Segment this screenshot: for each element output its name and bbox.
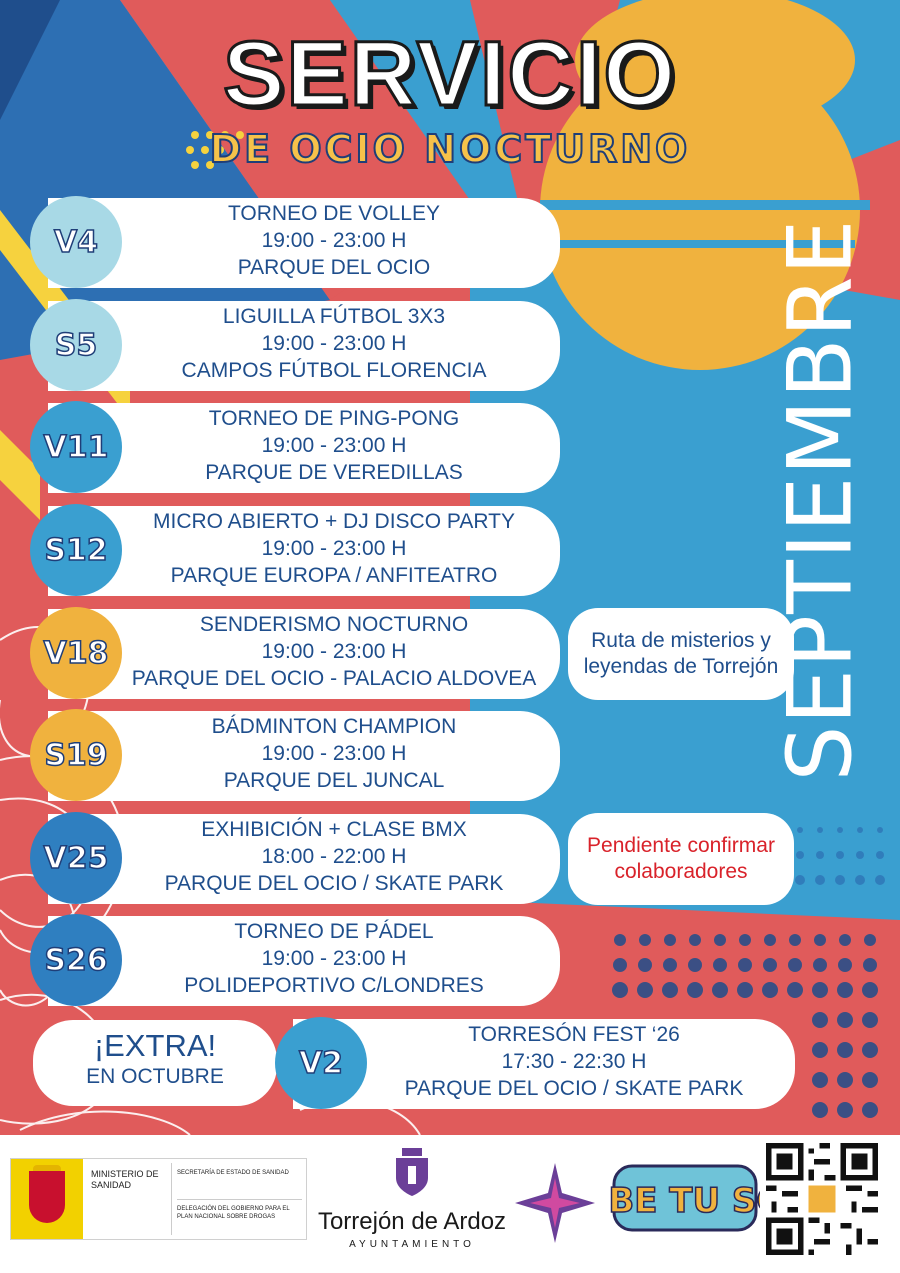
event-day-circle: S26 <box>30 914 122 1006</box>
event-details: TORRESÓN FEST ‘26 17:30 - 22:30 H PARQUE… <box>367 1021 781 1102</box>
event-row: V18 SENDERISMO NOCTURNO 19:00 - 23:00 H PAR… <box>30 607 560 701</box>
event-row: V25 EXHIBICIÓN + CLASE BMX 18:00 - 22:00 H… <box>30 812 560 906</box>
event-place: PARQUE DEL OCIO / SKATE PARK <box>404 1077 744 1100</box>
event-place: PARQUE DEL OCIO - PALACIO ALDOVEA <box>131 667 537 690</box>
event-day-circle: S5 <box>30 299 122 391</box>
graffiti-text: SUBE TU SON <box>610 1181 760 1221</box>
event-day-circle: S19 <box>30 709 122 801</box>
event-time: 18:00 - 22:00 H <box>261 845 407 868</box>
torrejon-logo: Torrejón de Ardoz AYUNTAMIENTO <box>312 1142 512 1257</box>
event-details: SENDERISMO NOCTURNO 19:00 - 23:00 H PARQUE… <box>122 611 546 692</box>
poster-title: SERVICIO <box>222 23 677 125</box>
event-place: PARQUE DEL JUNCAL <box>223 769 445 792</box>
note-text: Pendiente confirmar colaboradores <box>587 834 775 883</box>
event-title: MICRO ABIERTO + DJ DISCO PARTY <box>153 510 515 533</box>
note-pendiente: Pendiente confirmar colaboradores <box>568 813 794 905</box>
event-row: S12 MICRO ABIERTO + DJ DISCO PARTY 19:00 -… <box>30 504 560 598</box>
event-day-circle: V25 <box>30 812 122 904</box>
poster: SERVICIO DE OCIO NOCTURNO SEPTIEMBRE V4 T… <box>0 0 900 1135</box>
city-sub: AYUNTAMIENTO <box>349 1239 475 1250</box>
spain-coat-of-arms-icon <box>11 1159 83 1239</box>
extra-sublabel: EN OCTUBRE <box>86 1065 224 1088</box>
event-title: TORRESÓN FEST ‘26 <box>468 1023 680 1046</box>
event-time: 19:00 - 23:00 H <box>261 742 407 765</box>
event-place: POLIDEPORTIVO C/LONDRES <box>184 974 484 997</box>
extra-event: V2 TORRESÓN FEST ‘26 17:30 - 22:30 H PAR… <box>275 1017 795 1111</box>
event-title: SENDERISMO NOCTURNO <box>199 613 469 636</box>
event-title: LIGUILLA FÚTBOL 3X3 <box>222 305 446 328</box>
event-row: V4 TORNEO DE VOLLEY 19:00 - 23:00 H PARQUE … <box>30 196 560 290</box>
event-details: BÁDMINTON CHAMPION 19:00 - 23:00 H PARQUE … <box>122 713 546 794</box>
event-time: 19:00 - 23:00 H <box>261 229 407 252</box>
ministry-logo: MINISTERIO DE SANIDAD SECRETARÍA DE ESTA… <box>10 1158 307 1240</box>
ministry-delegacion: DELEGACIÓN DEL GOBIERNO PARA EL PLAN NAC… <box>177 1206 290 1220</box>
extra-label: ¡EXTRA! <box>93 1028 217 1063</box>
event-time: 19:00 - 23:00 H <box>261 537 407 560</box>
event-day-circle: V2 <box>275 1017 367 1109</box>
event-title: TORNEO DE PÁDEL <box>234 920 434 943</box>
event-details: MICRO ABIERTO + DJ DISCO PARTY 19:00 - 23… <box>122 508 546 589</box>
graffiti-logo-icon: SUBE TU SON <box>610 1164 760 1232</box>
event-title: BÁDMINTON CHAMPION <box>211 715 457 738</box>
event-details: LIGUILLA FÚTBOL 3X3 19:00 - 23:00 H CAMPOS… <box>122 303 546 384</box>
ministry-name: MINISTERIO DE SANIDAD <box>91 1169 159 1190</box>
event-time: 19:00 - 23:00 H <box>261 947 407 970</box>
event-place: CAMPOS FÚTBOL FLORENCIA <box>181 359 487 382</box>
note-ruta: Ruta de misterios y leyendas de Torrejón <box>568 608 794 700</box>
event-details: TORNEO DE PÁDEL 19:00 - 23:00 H POLIDEPORT… <box>122 918 546 999</box>
event-row: S5 LIGUILLA FÚTBOL 3X3 19:00 - 23:00 H CAMP… <box>30 299 560 393</box>
torrejon-shield-icon <box>396 1148 428 1196</box>
event-pill <box>48 609 560 699</box>
event-time: 17:30 - 22:30 H <box>501 1050 647 1073</box>
extra-badge: ¡EXTRA! EN OCTUBRE <box>33 1020 277 1106</box>
event-place: PARQUE DEL OCIO <box>237 256 431 279</box>
event-time: 19:00 - 23:00 H <box>261 332 407 355</box>
event-details: TORNEO DE PING-PONG 19:00 - 23:00 H PARQUE… <box>122 405 546 486</box>
event-day-circle: V4 <box>30 196 122 288</box>
city-name: Torrejón de Ardoz <box>317 1208 507 1235</box>
event-time: 19:00 - 23:00 H <box>261 640 407 663</box>
event-title: EXHIBICIÓN + CLASE BMX <box>201 818 467 841</box>
event-pill <box>48 711 560 801</box>
month-label: SEPTIEMBRE <box>768 218 872 782</box>
event-place: PARQUE DEL OCIO / SKATE PARK <box>164 872 504 895</box>
event-day-circle: S12 <box>30 504 122 596</box>
event-place: PARQUE DE VEREDILLAS <box>205 461 463 484</box>
event-row: V11 TORNEO DE PING-PONG 19:00 - 23:00 H PAR… <box>30 401 560 495</box>
poster-subtitle: DE OCIO NOCTURNO <box>209 127 691 171</box>
event-day-circle: V18 <box>30 607 122 699</box>
event-time: 19:00 - 23:00 H <box>261 434 407 457</box>
event-title: TORNEO DE PING-PONG <box>208 407 460 430</box>
ministry-secretaria: SECRETARÍA DE ESTADO DE SANIDAD <box>177 1170 289 1176</box>
event-day-circle: V11 <box>30 401 122 493</box>
event-details: EXHIBICIÓN + CLASE BMX 18:00 - 22:00 H PAR… <box>122 816 546 897</box>
event-title: TORNEO DE VOLLEY <box>227 202 440 225</box>
qr-code-icon[interactable] <box>766 1143 878 1255</box>
note-text: Ruta de misterios y leyendas de Torrejón <box>583 629 779 678</box>
event-place: PARQUE EUROPA / ANFITEATRO <box>170 564 498 587</box>
event-details: TORNEO DE VOLLEY 19:00 - 23:00 H PARQUE DE… <box>122 200 546 281</box>
event-row: S19 BÁDMINTON CHAMPION 19:00 - 23:00 H PARQ… <box>30 709 560 803</box>
event-row: S26 TORNEO DE PÁDEL 19:00 - 23:00 H POLIDEP… <box>30 914 560 1008</box>
star-burst-logo-icon <box>515 1163 595 1243</box>
